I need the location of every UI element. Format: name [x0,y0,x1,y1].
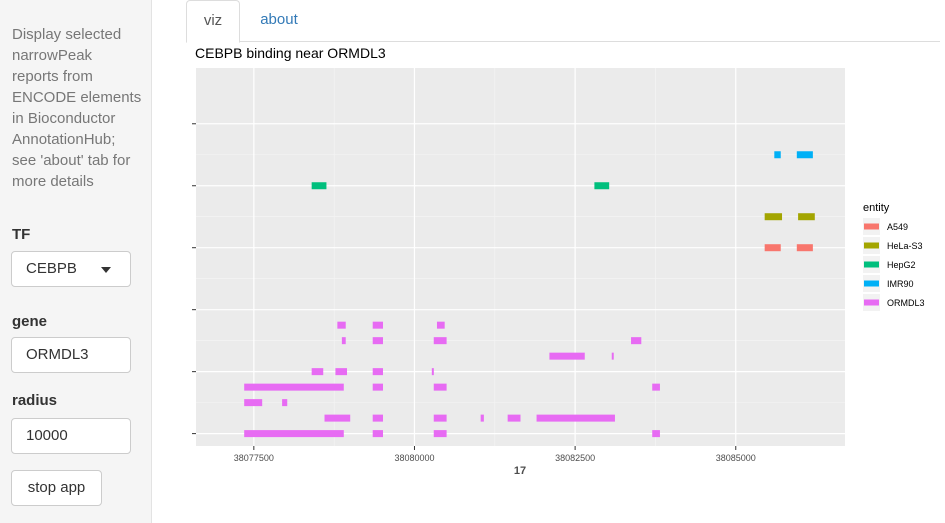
binding-range-bar [774,151,781,159]
binding-range-bar [282,399,288,407]
binding-range-bar [764,244,781,252]
tab-bar: viz about [186,0,940,43]
binding-range-bar [433,430,447,438]
binding-range-bar [337,321,346,329]
legend-key-swatch [864,280,879,287]
legend-key-swatch [864,223,879,230]
radius-label: radius [12,392,58,409]
stop-app-button[interactable]: stop app [11,470,102,506]
binding-range-bar [764,213,783,221]
binding-range-bar [311,368,324,376]
legend-entry-label: ORMDL3 [887,298,925,308]
binding-range-bar [335,368,348,376]
binding-range-bar [480,414,484,422]
binding-range-bar [611,352,614,360]
binding-range-bar [436,321,445,329]
chart-marks [244,151,815,438]
binding-range-bar [244,383,344,391]
legend-key-swatch [864,261,879,268]
legend-title: entity [863,202,890,214]
tf-select-value: CEBPB [26,260,77,277]
binding-range-bar [341,337,346,345]
binding-range-bar [324,414,351,422]
chart-axes: 38077500 38080000 38082500 38085000 [192,123,756,463]
x-tick-label: 38080000 [394,453,434,463]
binding-range-bar [796,244,813,252]
radius-input[interactable]: 10000 [11,418,131,454]
binding-range-bar [549,352,585,360]
plot-panel [196,68,845,446]
binding-range-bar [433,337,447,345]
chart-legend: A549 HeLa-S3 HepG2 IMR90 ORMDL3 [863,218,925,311]
sidebar-panel: Display selected narrowPeak reports from… [0,0,152,523]
binding-range-bar [433,414,447,422]
plot-background [196,68,845,446]
x-tick-label: 38085000 [716,453,756,463]
binding-range-bar [372,383,383,391]
app-description: Display selected narrowPeak reports from… [12,26,142,190]
chevron-down-icon [101,267,111,273]
binding-range-bar [311,182,327,190]
binding-range-bar [433,383,447,391]
x-tick-label: 38077500 [234,453,274,463]
legend-entry-label: HeLa-S3 [887,241,923,251]
legend-key-swatch [864,242,879,249]
grid-lines [196,68,845,446]
chart-title: CEBPB binding near ORMDL3 [195,45,386,61]
tf-select[interactable]: CEBPB [11,251,131,287]
x-tick-label: 38082500 [555,453,595,463]
binding-range-bar [431,368,434,376]
binding-range-bar [652,430,660,438]
binding-range-bar [631,337,642,345]
legend-entry-label: HepG2 [887,260,916,270]
legend-key-swatch [864,299,879,306]
plot-area: 38077500 38080000 38082500 38085000 A549 HeL… [186,42,940,487]
binding-range-bar [798,213,815,221]
binding-range-bar [536,414,615,422]
binding-range-bar [372,430,383,438]
binding-range-bar [372,337,383,345]
tab-about[interactable]: about [260,11,298,28]
binding-range-bar [372,321,383,329]
binding-range-bar [796,151,813,159]
binding-range-bar [244,430,344,438]
gene-label: gene [12,313,48,330]
x-axis-label: 17 [514,465,526,477]
legend-entry-label: IMR90 [887,279,914,289]
binding-range-bar [652,383,660,391]
binding-range-bar [244,399,263,407]
binding-range-bar [372,368,383,376]
chart: 38077500 38080000 38082500 38085000 A549 HeL… [192,45,925,477]
binding-range-bar [507,414,521,422]
tf-label: TF [12,226,31,243]
tab-viz[interactable]: viz [186,0,240,43]
gene-input[interactable]: ORMDL3 [11,337,131,373]
legend-entry-label: A549 [887,222,908,232]
binding-range-bar [594,182,610,190]
binding-range-bar [372,414,383,422]
